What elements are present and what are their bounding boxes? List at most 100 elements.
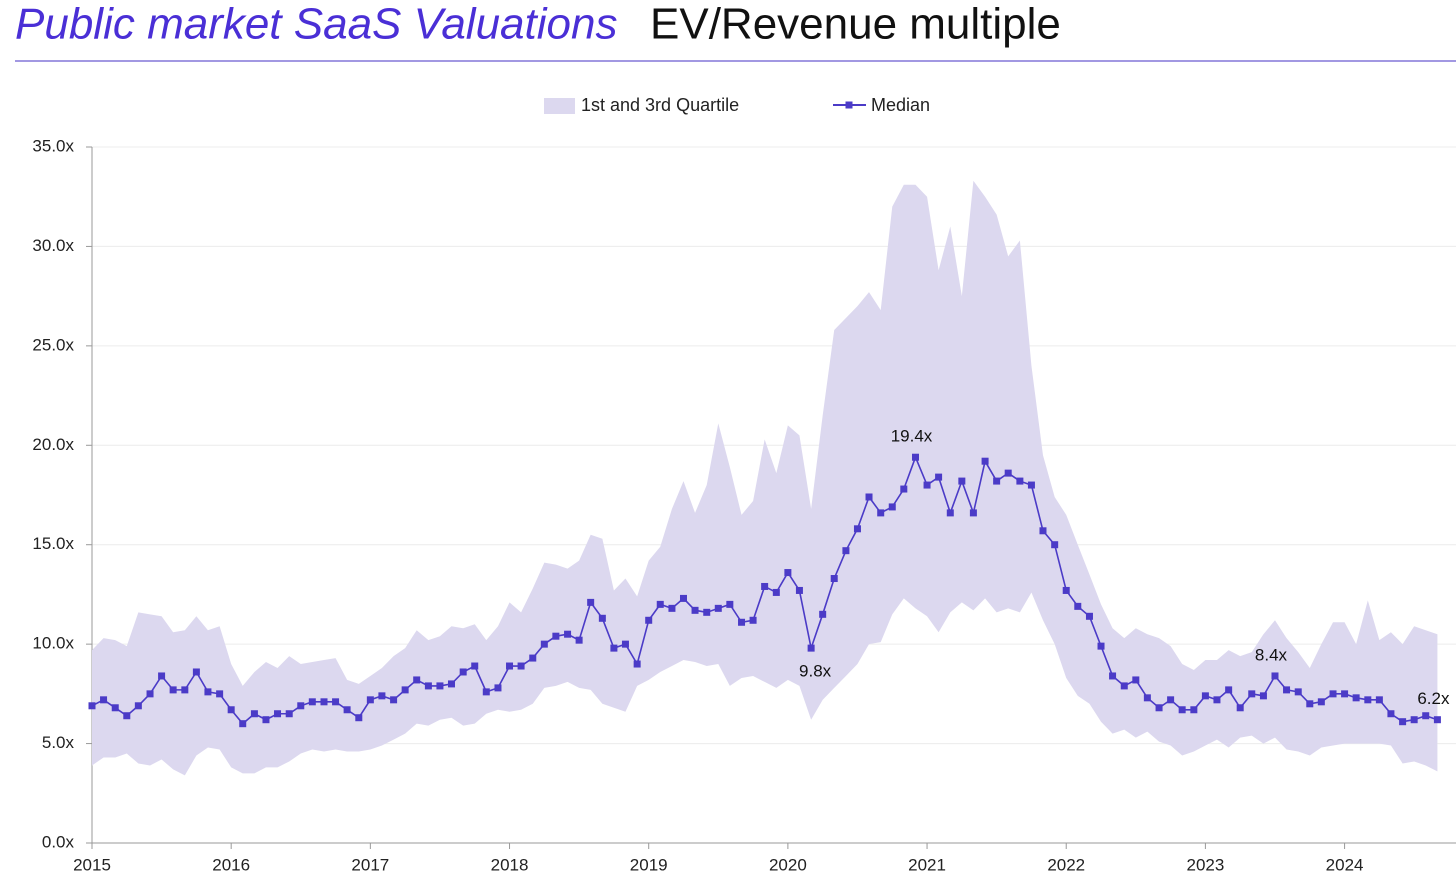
median-marker [471, 662, 479, 670]
median-marker [552, 632, 560, 640]
legend-label: 1st and 3rd Quartile [581, 95, 739, 115]
median-marker [308, 698, 316, 706]
median-marker [969, 509, 977, 517]
y-tick-label: 25.0x [32, 335, 74, 354]
median-marker [447, 680, 455, 688]
legend-swatch [544, 98, 575, 114]
median-marker [506, 662, 514, 670]
median-marker [1039, 527, 1047, 535]
x-tick-label: 2021 [908, 855, 946, 874]
median-marker [691, 606, 699, 614]
median-marker [436, 682, 444, 690]
median-marker [1074, 602, 1082, 610]
median-marker [888, 503, 896, 511]
median-marker [332, 698, 340, 706]
median-marker [1433, 716, 1441, 724]
median-marker [1225, 686, 1233, 694]
y-tick-label: 0.0x [42, 832, 75, 851]
median-marker [1329, 690, 1337, 698]
median-marker [900, 485, 908, 493]
annotation: 9.8x [799, 662, 832, 681]
median-marker [204, 688, 212, 696]
median-marker [1213, 696, 1221, 704]
median-marker [1387, 710, 1395, 718]
median-marker [343, 706, 351, 714]
median-marker [993, 477, 1001, 485]
median-marker [1120, 682, 1128, 690]
median-marker [1109, 672, 1117, 680]
median-marker [1155, 704, 1163, 712]
median-marker [366, 696, 374, 704]
median-marker [610, 644, 618, 652]
median-marker [1271, 672, 1279, 680]
median-marker [795, 586, 803, 594]
median-marker [807, 644, 815, 652]
legend-label: Median [871, 95, 930, 115]
median-marker [1294, 688, 1302, 696]
median-marker [912, 453, 919, 461]
median-marker [633, 660, 641, 668]
median-marker [1364, 696, 1372, 704]
median-marker [123, 712, 131, 720]
median-marker [761, 582, 769, 590]
median-marker [819, 610, 827, 618]
x-tick-label: 2018 [491, 855, 529, 874]
y-tick-label: 35.0x [32, 136, 74, 155]
median-marker [668, 604, 676, 612]
median-marker [1375, 696, 1383, 704]
median-marker [749, 616, 757, 624]
median-marker [459, 668, 467, 676]
median-marker [262, 716, 270, 724]
median-marker [853, 525, 861, 533]
median-marker [1317, 698, 1325, 706]
chart-subtitle: EV/Revenue multiple [650, 0, 1061, 49]
median-marker [424, 682, 432, 690]
median-marker [935, 473, 943, 481]
median-marker [1352, 694, 1360, 702]
median-marker [1016, 477, 1024, 485]
median-marker [738, 618, 746, 626]
median-marker [100, 696, 108, 704]
median-marker [714, 604, 722, 612]
median-marker [923, 481, 931, 489]
median-marker [1422, 712, 1430, 720]
median-marker [146, 690, 154, 698]
y-tick-label: 20.0x [32, 435, 74, 454]
annotation: 8.4x [1255, 645, 1288, 664]
median-marker [378, 692, 386, 700]
x-tick-label: 2019 [630, 855, 668, 874]
median-marker [575, 636, 583, 644]
median-marker [1051, 541, 1059, 549]
median-marker [1143, 694, 1151, 702]
median-marker [250, 710, 258, 718]
y-tick-label: 10.0x [32, 634, 74, 653]
median-marker [877, 509, 885, 517]
median-marker [1062, 586, 1070, 594]
median-marker [494, 684, 502, 692]
median-marker [784, 569, 792, 577]
median-marker [285, 710, 293, 718]
median-marker [598, 614, 606, 622]
median-marker [111, 704, 119, 712]
median-marker [564, 630, 572, 638]
median-marker [656, 600, 664, 608]
median-marker [621, 640, 629, 648]
median-marker [517, 662, 525, 670]
legend-swatch [845, 101, 853, 109]
median-marker [645, 616, 653, 624]
median-marker [1132, 676, 1140, 684]
x-tick-label: 2016 [212, 855, 250, 874]
median-marker [169, 686, 177, 694]
median-marker [587, 598, 595, 606]
median-marker [679, 594, 687, 602]
median-marker [192, 668, 200, 676]
median-marker [1399, 718, 1407, 726]
median-marker [297, 702, 305, 710]
x-tick-label: 2015 [73, 855, 111, 874]
y-tick-label: 15.0x [32, 534, 74, 553]
median-marker [390, 696, 398, 704]
median-marker [1259, 692, 1267, 700]
median-marker [158, 672, 166, 680]
median-marker [830, 575, 838, 583]
